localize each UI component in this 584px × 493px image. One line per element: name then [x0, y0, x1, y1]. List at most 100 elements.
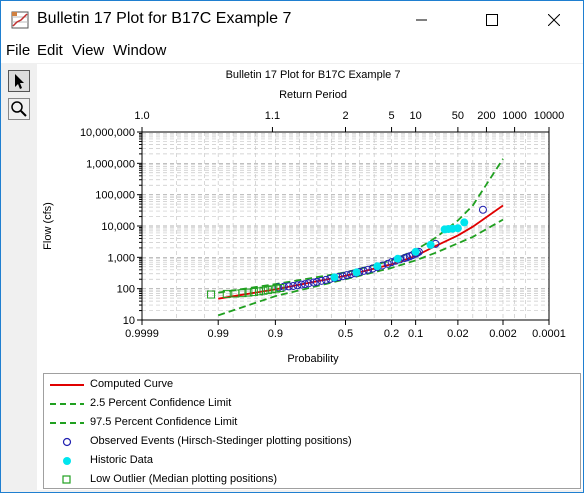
y-tick-label: 100	[117, 284, 135, 296]
historic-data-point	[393, 254, 402, 263]
chart-title: Bulletin 17 Plot for B17C Example 7	[226, 69, 401, 81]
magnifier-icon	[11, 101, 27, 117]
historic-data-point	[352, 268, 361, 277]
filled-circle-icon	[63, 457, 71, 465]
grid	[141, 132, 550, 321]
y-tick-label: 10	[123, 315, 135, 327]
axes: 0.9999 0.99 0.9 0.5 0.2 0.1 0.02 0.002 0.0001 1.0…	[80, 110, 566, 340]
menu-edit[interactable]: Edit	[37, 42, 63, 59]
top-tick-label: 1000	[502, 110, 526, 122]
title-bar[interactable]: Bulletin 17 Plot for B17C Example 7	[1, 1, 583, 39]
y-tick-label: 1,000,000	[86, 158, 135, 170]
window-title: Bulletin 17 Plot for B17C Example 7	[37, 10, 292, 27]
observed-event-point	[284, 282, 293, 291]
maximize-icon	[486, 14, 498, 26]
open-circle-icon	[62, 437, 72, 447]
pointer-tool-button[interactable]	[8, 70, 30, 92]
green-dashed-line-icon	[50, 422, 84, 424]
close-icon	[548, 14, 560, 26]
low-outlier-point	[276, 284, 285, 293]
frequency-plot[interactable]: Bulletin 17 Plot for B17C Example 7 Retu…	[37, 64, 583, 370]
top-tick-label: 10000	[534, 110, 565, 122]
red-line-icon	[50, 384, 84, 386]
legend-item-observed-events: Observed Events (Hirsch-Stedinger plotti…	[44, 433, 574, 451]
open-square-icon	[62, 475, 71, 484]
low-outlier-point	[272, 284, 281, 293]
legend-item-historic-data: Historic Data	[44, 452, 574, 470]
observed-event-point	[387, 258, 396, 267]
low-outlier-point	[244, 288, 253, 297]
observed-event-point	[364, 265, 373, 274]
legend: Computed Curve 2.5 Percent Confidence Li…	[43, 373, 581, 489]
x-axis-label: Probability	[287, 353, 339, 365]
y-tick-label: 100,000	[95, 190, 135, 202]
low-outlier-point	[238, 289, 247, 298]
x-tick-label: 0.1	[408, 328, 423, 340]
green-dashed-line-icon	[50, 403, 84, 405]
close-button[interactable]	[531, 1, 577, 39]
minimize-icon	[416, 19, 427, 21]
legend-item-low-outlier: Low Outlier (Median plotting positions)	[44, 471, 574, 489]
menu-window[interactable]: Window	[113, 42, 167, 59]
historic-data-point	[460, 218, 469, 227]
x-tick-label: 0.02	[447, 328, 468, 340]
x-tick-label: 0.5	[338, 328, 353, 340]
menu-view[interactable]: View	[72, 42, 105, 59]
historic-data-point	[330, 273, 339, 282]
top-tick-label: 2	[342, 110, 348, 122]
top-axis-label: Return Period	[279, 89, 347, 101]
observed-event-point	[338, 272, 347, 281]
low-outlier-point	[249, 288, 258, 297]
low-outlier-point	[207, 290, 216, 299]
y-tick-label: 1,000	[107, 252, 135, 264]
low-outlier-point	[259, 286, 268, 295]
observed-event-point	[309, 278, 318, 287]
top-tick-label: 5	[388, 110, 394, 122]
observed-event-point	[342, 271, 351, 280]
historic-data-point	[453, 224, 462, 233]
chart-app-icon	[11, 11, 29, 29]
menu-file[interactable]: File	[6, 42, 31, 59]
legend-item-97-5-limit: 97.5 Percent Confidence Limit	[44, 414, 574, 432]
series-layer	[207, 158, 504, 317]
legend-item-2-5-limit: 2.5 Percent Confidence Limit	[44, 395, 574, 413]
x-tick-label: 0.2	[384, 328, 399, 340]
x-tick-label: 0.0001	[532, 328, 566, 340]
x-tick-label: 0.002	[489, 328, 517, 340]
observed-event-point	[274, 283, 283, 292]
top-tick-label: 1.0	[134, 110, 149, 122]
low-outlier-point	[222, 289, 231, 298]
observed-event-point	[293, 281, 302, 290]
observed-event-point	[317, 276, 326, 285]
historic-data-point	[426, 240, 435, 249]
observed-event-point	[304, 279, 313, 288]
y-tick-label: 10,000	[101, 221, 135, 233]
observed-event-point	[301, 280, 310, 289]
maximize-button[interactable]	[469, 1, 515, 39]
top-tick-label: 50	[452, 110, 464, 122]
top-tick-label: 200	[477, 110, 495, 122]
top-tick-label: 10	[409, 110, 421, 122]
observed-event-point	[383, 259, 392, 268]
tool-strip	[1, 64, 37, 490]
zoom-tool-button[interactable]	[8, 98, 30, 120]
y-axis-label: Flow (cfs)	[42, 202, 54, 250]
low-outlier-point	[263, 286, 272, 295]
observed-event-point	[321, 275, 330, 284]
x-tick-label: 0.99	[207, 328, 228, 340]
menu-bar: File Edit View Window	[1, 39, 583, 63]
legend-item-computed-curve: Computed Curve	[44, 376, 574, 394]
x-tick-label: 0.9	[268, 328, 283, 340]
historic-data-point	[373, 262, 382, 271]
x-tick-label: 0.9999	[125, 328, 159, 340]
historic-data-point	[411, 247, 420, 256]
observed-event-point	[289, 281, 298, 290]
top-tick-label: 1.1	[265, 110, 280, 122]
minimize-button[interactable]	[399, 1, 445, 39]
observed-event-point	[312, 277, 321, 286]
arrow-cursor-icon	[15, 74, 24, 89]
series-line	[218, 204, 504, 300]
low-outlier-point	[255, 287, 264, 296]
observed-event-point	[478, 205, 487, 214]
